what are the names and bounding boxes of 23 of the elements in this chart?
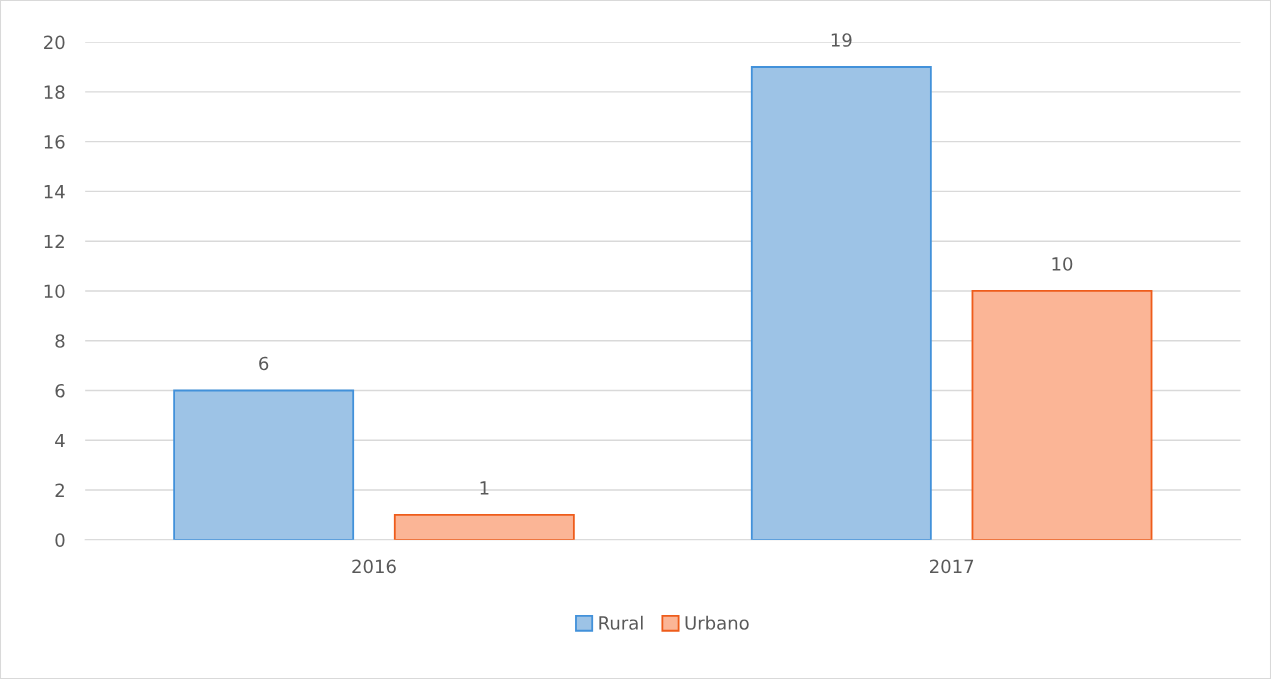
y-tick-label: 10 — [44, 284, 65, 299]
data-label: 6 — [259, 356, 269, 371]
y-tick-label: 20 — [44, 35, 65, 50]
y-tick-label: 14 — [44, 185, 65, 199]
bar — [173, 389, 355, 540]
legend-label: Urbano — [685, 615, 749, 630]
y-tick-label: 12 — [44, 234, 64, 249]
y-tick-label: 0 — [55, 533, 65, 547]
bar — [971, 290, 1153, 540]
y-tick-label: 2 — [55, 483, 64, 497]
x-tick-label: 2016 — [352, 559, 396, 574]
bar — [393, 514, 575, 540]
x-tick-label: 2017 — [930, 559, 974, 574]
data-label: 1 — [480, 481, 489, 495]
y-tick-label: 6 — [55, 383, 65, 398]
bar — [750, 66, 932, 540]
data-label: 10 — [1052, 257, 1073, 271]
y-tick-label: 18 — [44, 85, 65, 99]
data-label: 19 — [831, 33, 852, 47]
legend-label: Rural — [599, 615, 643, 630]
y-tick-label: 8 — [55, 334, 65, 348]
y-tick-label: 16 — [44, 135, 65, 149]
y-tick-label: 4 — [55, 433, 65, 448]
